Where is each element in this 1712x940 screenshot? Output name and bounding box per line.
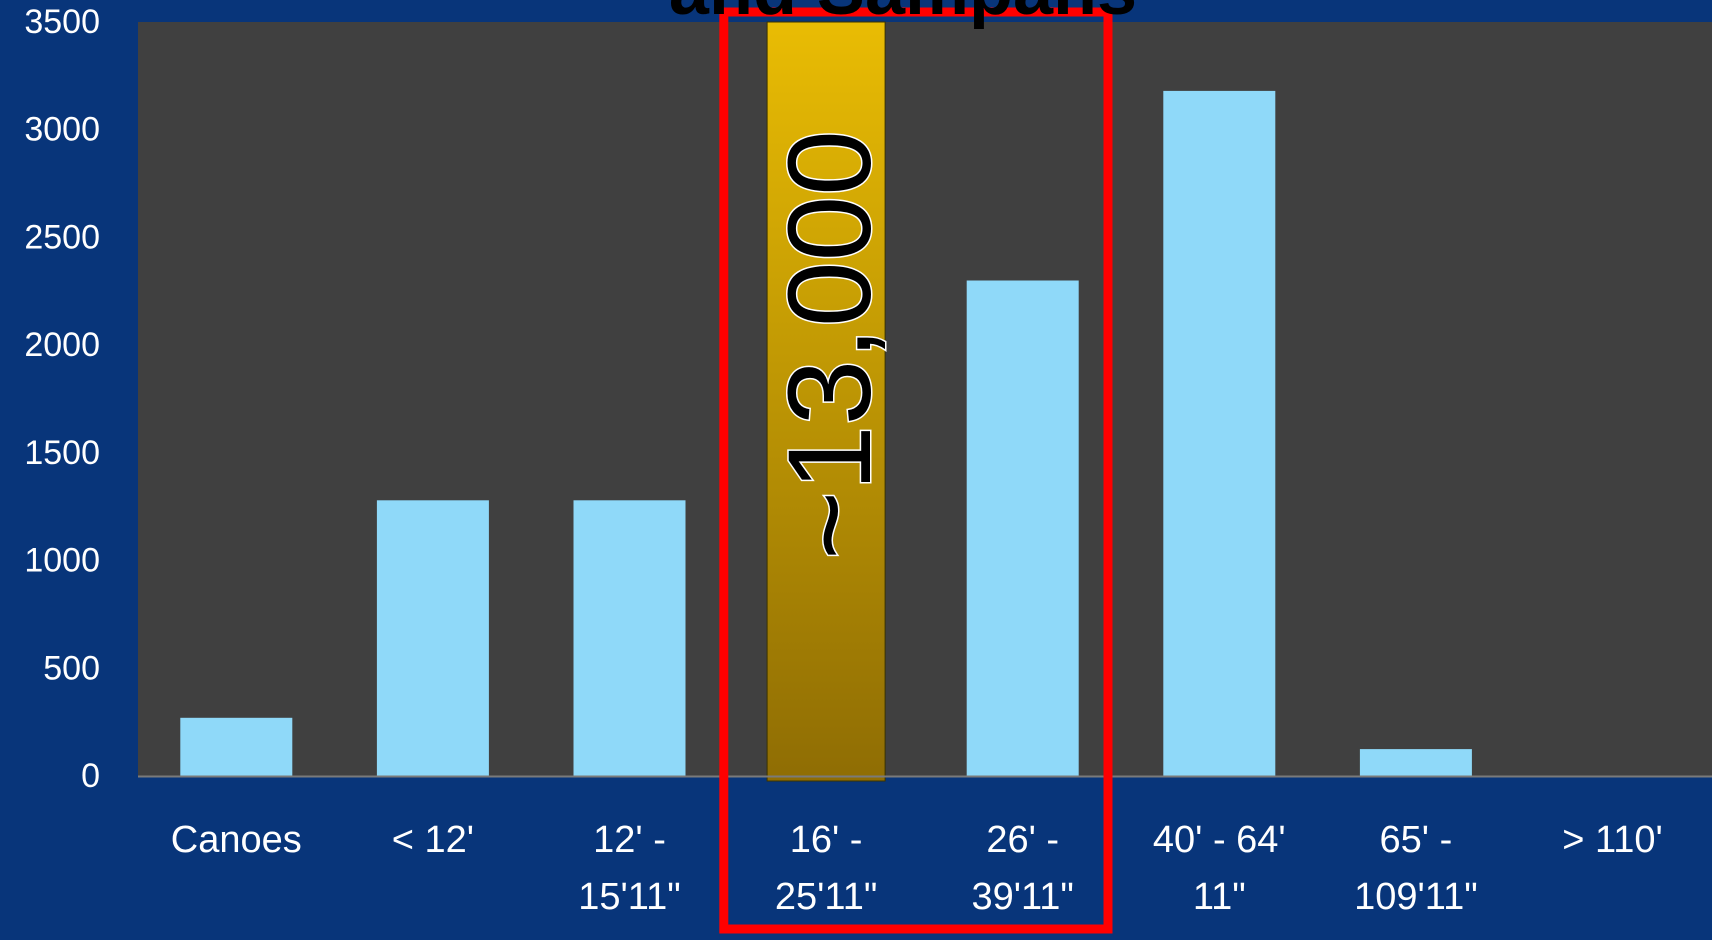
y-tick-label: 0 — [81, 757, 100, 795]
y-tick-label: 1500 — [24, 434, 100, 472]
plot-area — [138, 22, 1712, 776]
x-tick-label: 40' - 64' 11" — [1153, 819, 1286, 918]
x-tick-label: 26' -39'11" — [971, 819, 1073, 918]
y-tick-label: 500 — [43, 649, 100, 687]
bar — [180, 717, 293, 776]
x-tick-label: < 12' — [392, 819, 474, 861]
y-tick-label: 3500 — [24, 3, 100, 41]
x-tick-label: 65' -109'11" — [1354, 819, 1478, 918]
x-tick-label: > 110' — [1562, 819, 1663, 861]
bar — [376, 500, 489, 776]
y-tick-label: 1000 — [24, 542, 100, 580]
highlight-bar — [766, 21, 886, 782]
x-tick-label: 16' -25'11" — [775, 819, 877, 918]
highlight-label: ~13,000 — [764, 130, 896, 560]
x-tick-label: 12' -15'11" — [578, 819, 680, 918]
y-tick-label: 2000 — [24, 326, 100, 364]
bar — [1163, 90, 1276, 776]
bar — [1359, 749, 1472, 776]
x-tick-label: Canoes — [171, 819, 302, 861]
highlight-box — [719, 7, 1113, 934]
bar — [573, 500, 686, 776]
bar — [966, 280, 1079, 776]
y-tick-label: 3000 — [24, 111, 100, 149]
chart-title: and Sampans — [669, 0, 1137, 30]
y-tick-label: 2500 — [24, 218, 100, 256]
